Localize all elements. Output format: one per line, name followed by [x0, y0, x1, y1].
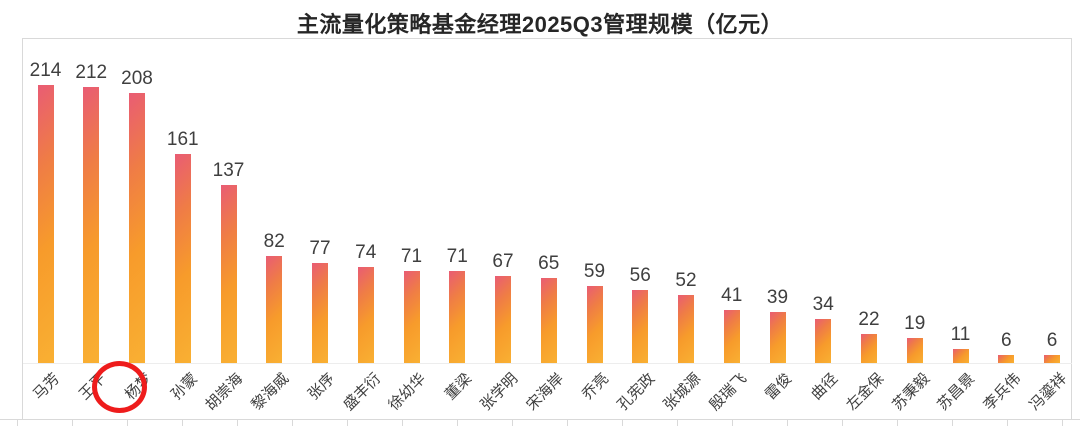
bottom-axis-tick [512, 420, 513, 426]
value-label: 41 [721, 285, 743, 306]
bar [83, 87, 100, 363]
value-label: 161 [166, 129, 199, 150]
value-label: 22 [858, 309, 880, 330]
bottom-axis-tick [17, 420, 18, 426]
bar [1044, 355, 1060, 363]
value-label: 65 [538, 253, 560, 274]
bottom-divider-line [0, 419, 1080, 420]
bar [723, 310, 740, 363]
bottom-axis-tick [677, 420, 678, 426]
bottom-axis-tick [292, 420, 293, 426]
chart-title: 主流量化策略基金经理2025Q3管理规模（亿元） [296, 12, 784, 37]
bar [906, 338, 923, 363]
bar [266, 256, 283, 363]
bar [174, 154, 191, 363]
bottom-axis-tick [952, 420, 953, 426]
bar [678, 295, 694, 363]
bottom-axis-tick [897, 420, 898, 426]
bar [998, 355, 1015, 363]
bottom-axis-tick [732, 420, 733, 426]
bar [632, 290, 649, 363]
bar [357, 267, 374, 363]
value-label: 67 [492, 251, 514, 272]
bar [37, 85, 54, 363]
bar [586, 286, 603, 363]
value-label: 71 [400, 246, 423, 267]
value-label: 34 [812, 294, 834, 315]
bottom-axis-tick [567, 420, 568, 426]
value-label: 212 [75, 62, 108, 83]
bar [769, 312, 786, 363]
value-label: 59 [583, 261, 606, 282]
bottom-axis-tick [127, 420, 128, 426]
bar [495, 276, 511, 363]
bottom-axis-tick [72, 420, 73, 426]
value-label: 77 [309, 238, 331, 259]
bar [952, 349, 969, 363]
bottom-axis-tick [1062, 420, 1063, 426]
value-label: 71 [446, 246, 468, 267]
value-label: 11 [950, 324, 971, 345]
value-label: 6 [1046, 330, 1058, 351]
bottom-axis-tick [347, 420, 348, 426]
bottom-axis-tick [402, 420, 403, 426]
bottom-axis-tick [787, 420, 788, 426]
bottom-axis-tick [622, 420, 623, 426]
bar [220, 185, 237, 363]
bottom-axis-tick [842, 420, 843, 426]
bar [861, 334, 877, 363]
bottom-axis-tick [237, 420, 238, 426]
bottom-axis-tick [457, 420, 458, 426]
bar [815, 319, 832, 363]
value-label: 74 [355, 242, 377, 263]
bar [449, 271, 466, 363]
value-label: 19 [904, 313, 926, 334]
bottom-axis-tick [182, 420, 183, 426]
value-label: 208 [121, 68, 153, 89]
bar [312, 263, 328, 363]
x-axis-baseline [23, 363, 1072, 364]
bar [129, 93, 145, 363]
bar [540, 278, 557, 363]
value-label: 39 [766, 287, 789, 308]
value-label: 214 [29, 60, 62, 81]
value-label: 137 [212, 160, 245, 181]
highlight-circle-annotation [92, 361, 147, 413]
bottom-axis-tick [1007, 420, 1008, 426]
bar [403, 271, 420, 363]
value-label: 52 [675, 270, 697, 291]
plot-area-border [22, 38, 1072, 419]
value-label: 6 [1000, 330, 1012, 351]
value-label: 82 [263, 231, 285, 252]
value-label: 56 [629, 265, 651, 286]
